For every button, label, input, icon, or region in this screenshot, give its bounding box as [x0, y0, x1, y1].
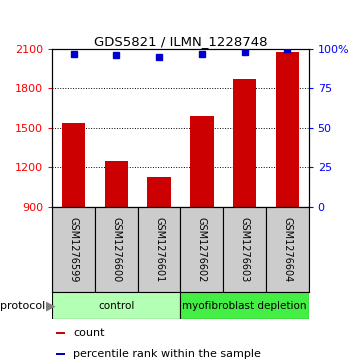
Bar: [266, 207, 309, 292]
Text: GSM1276603: GSM1276603: [240, 217, 249, 282]
Bar: [56, 352, 65, 355]
Bar: [105, 161, 128, 207]
Text: control: control: [98, 301, 135, 311]
Text: GSM1276601: GSM1276601: [154, 217, 164, 282]
Bar: [180, 292, 309, 319]
Bar: [52, 292, 180, 319]
Text: GSM1276604: GSM1276604: [282, 217, 292, 282]
Bar: [190, 116, 214, 207]
Text: percentile rank within the sample: percentile rank within the sample: [73, 349, 261, 359]
Bar: [62, 123, 86, 207]
Bar: [138, 207, 180, 292]
Text: GSM1276600: GSM1276600: [112, 217, 121, 282]
Text: ▶: ▶: [46, 299, 55, 312]
Text: count: count: [73, 328, 105, 338]
Bar: [223, 207, 266, 292]
Title: GDS5821 / ILMN_1228748: GDS5821 / ILMN_1228748: [94, 35, 267, 48]
Text: myofibroblast depletion: myofibroblast depletion: [182, 301, 307, 311]
Text: GSM1276599: GSM1276599: [69, 217, 79, 282]
Bar: [275, 52, 299, 207]
Text: protocol: protocol: [0, 301, 45, 311]
Bar: [56, 332, 65, 334]
Bar: [233, 79, 256, 207]
Text: GSM1276602: GSM1276602: [197, 217, 207, 282]
Bar: [147, 177, 171, 207]
Bar: [52, 207, 95, 292]
Bar: [95, 207, 138, 292]
Bar: [180, 207, 223, 292]
